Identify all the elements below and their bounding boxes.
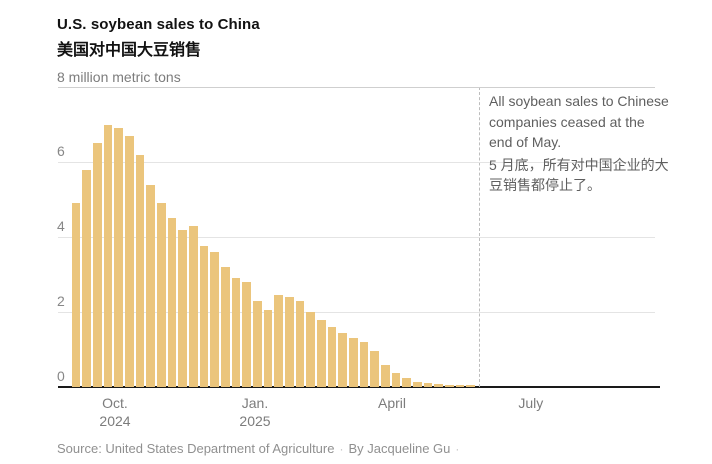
bar-week-20 [274,295,284,387]
bar-week-9 [157,203,166,387]
bar-week-15 [221,267,230,387]
y-tick-label-6: 6 [57,143,65,159]
bar-week-2 [82,169,91,387]
gridline-2 [58,312,655,313]
bar-week-27 [349,338,358,387]
bar-week-23 [306,312,316,387]
gridline-4 [58,237,655,238]
bar-week-4 [103,124,113,387]
bar-week-16 [231,278,241,387]
bar-week-25 [327,327,337,387]
bar-week-11 [178,229,187,387]
bar-week-22 [295,300,305,387]
chart-title-chinese: 美国对中国大豆销售 [57,42,202,59]
bar-week-24 [317,319,326,387]
bar-week-13 [199,246,209,387]
bar-week-31 [391,373,401,387]
source-byline: Source: United States Department of Agri… [57,441,464,456]
bar-week-29 [370,351,380,387]
bar-week-7 [135,154,145,387]
y-tick-label-4: 4 [57,218,65,234]
bar-week-37 [455,385,465,387]
bar-week-34 [423,383,433,387]
bar-week-14 [210,252,219,387]
bar-week-36 [445,384,454,387]
annotation-text-zh: 5 月底，所有对中国企业的大豆销售都停止了。 [489,156,669,194]
separator-dot: · [339,442,344,456]
bar-week-21 [285,297,294,387]
bar-week-18 [253,300,262,387]
gridline-8 [58,87,655,88]
x-tick-label-oct: Oct. 2024 [99,395,131,429]
x-axis-line [58,386,660,388]
y-tick-label-0: 0 [57,368,65,384]
bar-week-6 [125,135,134,387]
bar-week-17 [242,282,251,387]
bar-week-32 [402,378,412,387]
bar-week-26 [338,332,348,387]
x-tick-label-april: April [378,395,407,411]
x-tick-label-july: July [518,395,544,411]
gridline-6 [58,162,655,163]
bar-week-8 [146,184,155,387]
plot-area: 0 2 4 6 Oct. 2024 Jan. 2025 April July [57,87,660,429]
bar-week-3 [93,143,102,387]
byline-text: By Jacqueline Gu [348,441,451,456]
source-text: Source: United States Department of Agri… [57,441,335,456]
bar-week-28 [359,342,369,387]
y-axis-unit-label: 8 million metric tons [57,69,181,85]
separator-dot: · [455,442,460,456]
bar-week-1 [71,203,81,387]
bar-week-10 [167,218,177,387]
bar-week-35 [434,384,444,387]
annotation: All soybean sales to Chinese companies c… [489,91,669,196]
bar-week-33 [413,382,422,387]
bar-week-38 [466,385,476,387]
bar-week-12 [189,225,198,387]
chart-title: U.S. soybean sales to China [57,16,260,33]
x-tick-label-jan: Jan. 2025 [239,395,271,429]
y-tick-label-2: 2 [57,293,65,309]
bar-week-19 [263,310,273,387]
bar-week-30 [381,364,390,387]
bar-week-5 [114,128,123,387]
annotation-text-en: All soybean sales to Chinese companies c… [489,93,669,150]
